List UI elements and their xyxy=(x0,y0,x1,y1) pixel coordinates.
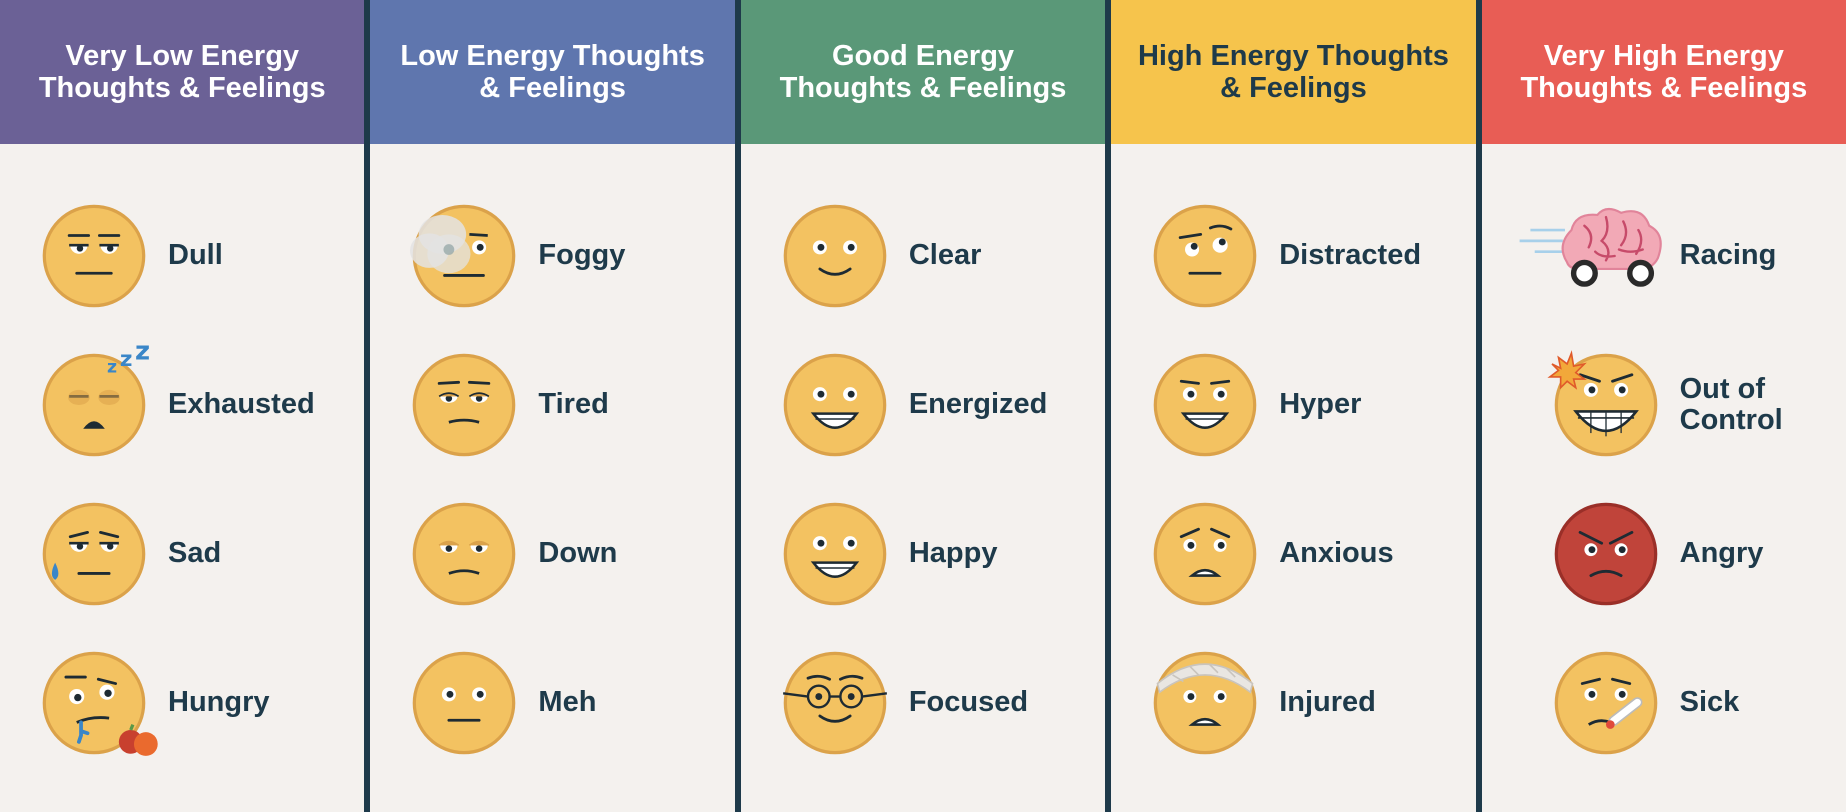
feeling-item: Hyper xyxy=(1151,330,1475,479)
hungry-drooling-face-icon xyxy=(40,649,158,757)
feeling-item: z z z Exhausted xyxy=(40,330,364,479)
feeling-item: Happy xyxy=(781,479,1105,628)
feeling-label: Exhausted xyxy=(168,388,315,420)
feeling-label: Sick xyxy=(1679,686,1740,718)
feeling-item: Anxious xyxy=(1151,479,1475,628)
angry-face-icon xyxy=(1552,500,1660,608)
feeling-item: Foggy xyxy=(410,181,734,330)
feeling-label: Clear xyxy=(908,239,982,271)
feeling-label: Out of Control xyxy=(1679,372,1783,436)
column-title: High Energy Thoughts & Feelings xyxy=(1137,40,1449,104)
feelings-list: Distracted Hyper Anxious Injured xyxy=(1111,144,1475,812)
column-title: Good Energy Thoughts & Feelings xyxy=(779,40,1067,104)
feeling-item: Sad xyxy=(40,479,364,628)
feeling-label: Dull xyxy=(168,239,223,271)
feeling-item: Angry xyxy=(1552,479,1846,628)
feeling-label: Distracted xyxy=(1279,239,1422,271)
column-very-low: Very Low Energy Thoughts & Feelings Dull… xyxy=(0,0,365,812)
column-very-high: Very High Energy Thoughts & Feelings Rac… xyxy=(1481,0,1846,812)
feeling-label: Meh xyxy=(538,686,597,718)
feeling-label: Angry xyxy=(1679,537,1764,569)
feeling-label: Racing xyxy=(1679,239,1777,271)
feeling-item: Clear xyxy=(781,181,1105,330)
feeling-item: Distracted xyxy=(1151,181,1475,330)
hyper-grin-face-icon xyxy=(1151,351,1259,459)
feeling-item: Meh xyxy=(410,628,734,777)
foggy-face-icon xyxy=(410,202,518,310)
feelings-list: Foggy Tired Down Meh xyxy=(370,144,734,812)
svg-text:z: z xyxy=(135,336,150,366)
feelings-list: Dull z z z Exhausted Sad Hungry xyxy=(0,144,364,812)
feeling-item: Sick xyxy=(1552,628,1846,777)
dull-face-icon xyxy=(40,202,148,310)
clear-smile-face-icon xyxy=(781,202,889,310)
column-high: High Energy Thoughts & Feelings Distract… xyxy=(1111,0,1476,812)
feeling-label: Down xyxy=(538,537,618,569)
injured-bandage-face-icon xyxy=(1151,649,1259,757)
column-header: Good Energy Thoughts & Feelings xyxy=(740,0,1106,144)
feeling-item: Hungry xyxy=(40,628,364,777)
feeling-item: Out of Control xyxy=(1547,330,1846,479)
feeling-label: Anxious xyxy=(1279,537,1394,569)
feeling-label: Happy xyxy=(908,537,998,569)
feeling-label: Sad xyxy=(168,537,222,569)
energized-grin-face-icon xyxy=(781,351,889,459)
feeling-item: Racing xyxy=(1519,181,1846,330)
feeling-label: Injured xyxy=(1279,686,1376,718)
exhausted-sleeping-face-icon: z z z xyxy=(40,336,150,459)
feeling-item: Dull xyxy=(40,181,364,330)
distracted-face-icon xyxy=(1151,202,1259,310)
column-header: Very High Energy Thoughts & Feelings xyxy=(1481,0,1846,144)
column-title: Very High Energy Thoughts & Feelings xyxy=(1520,40,1808,104)
sick-thermometer-face-icon xyxy=(1552,649,1660,757)
feeling-item: Tired xyxy=(410,330,734,479)
feeling-item: Injured xyxy=(1151,628,1475,777)
column-header: Low Energy Thoughts & Feelings xyxy=(370,0,735,144)
column-low: Low Energy Thoughts & Feelings Foggy Tir… xyxy=(370,0,735,812)
feelings-list: Clear Energized Happy Focused xyxy=(741,144,1105,812)
sad-tear-face-icon xyxy=(40,500,148,608)
anxious-face-icon xyxy=(1151,500,1259,608)
column-good: Good Energy Thoughts & Feelings Clear En… xyxy=(740,0,1106,812)
out-of-control-face-icon xyxy=(1547,349,1660,459)
feeling-label: Energized xyxy=(908,388,1048,420)
feelings-list: Racing Out of Control Angry Sick xyxy=(1482,144,1846,812)
column-header: High Energy Thoughts & Feelings xyxy=(1111,0,1476,144)
down-face-icon xyxy=(410,500,518,608)
feeling-item: Focused xyxy=(781,628,1105,777)
column-title: Low Energy Thoughts & Feelings xyxy=(400,40,705,104)
focused-glasses-face-icon xyxy=(781,649,889,757)
meh-face-icon xyxy=(410,649,518,757)
happy-smile-face-icon xyxy=(781,500,889,608)
feeling-label: Hyper xyxy=(1279,388,1362,420)
racing-brain-icon xyxy=(1519,202,1662,310)
column-title: Very Low Energy Thoughts & Feelings xyxy=(38,40,326,104)
feeling-item: Energized xyxy=(781,330,1105,479)
feeling-label: Tired xyxy=(538,388,609,420)
feeling-label: Focused xyxy=(908,686,1029,718)
svg-text:z: z xyxy=(120,347,133,372)
feeling-label: Foggy xyxy=(538,239,626,271)
feeling-item: Down xyxy=(410,479,734,628)
tired-face-icon xyxy=(410,351,518,459)
column-header: Very Low Energy Thoughts & Feelings xyxy=(0,0,365,144)
svg-text:z: z xyxy=(107,357,117,377)
feeling-label: Hungry xyxy=(168,686,270,718)
